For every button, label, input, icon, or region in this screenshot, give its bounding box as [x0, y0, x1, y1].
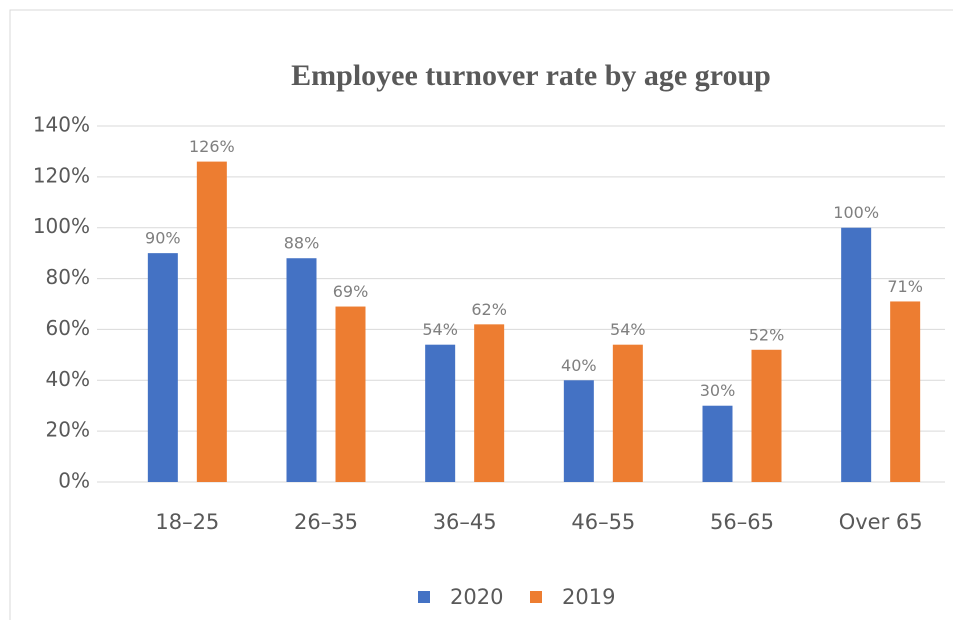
legend-label: 2019	[562, 585, 615, 609]
y-tick-label: 40%	[46, 367, 90, 391]
value-label: 100%	[833, 203, 879, 222]
value-label: 90%	[145, 229, 181, 248]
bar	[335, 306, 366, 482]
y-tick-label: 80%	[46, 265, 90, 289]
value-label: 52%	[749, 325, 785, 344]
x-tick-label: 46–55	[571, 510, 635, 534]
value-label: 40%	[561, 356, 597, 375]
bar	[612, 344, 643, 482]
value-label: 54%	[422, 320, 458, 339]
value-label: 69%	[333, 282, 369, 301]
bar	[890, 301, 921, 482]
value-label: 30%	[700, 381, 736, 400]
x-tick-label: Over 65	[839, 510, 923, 534]
x-tick-label: 56–65	[710, 510, 774, 534]
bar	[147, 253, 178, 482]
x-tick-label: 18–25	[155, 510, 219, 534]
bar	[196, 161, 227, 482]
y-tick-label: 120%	[33, 163, 90, 187]
y-tick-label: 20%	[46, 418, 90, 442]
y-tick-label: 140%	[33, 113, 90, 137]
y-tick-label: 60%	[46, 316, 90, 340]
legend-swatch	[418, 591, 430, 603]
bar	[751, 349, 782, 482]
x-tick-label: 36–45	[433, 510, 497, 534]
bar	[474, 324, 505, 482]
legend-swatch	[530, 591, 542, 603]
bar	[286, 258, 317, 482]
value-label: 54%	[610, 320, 646, 339]
value-label: 71%	[887, 277, 923, 296]
chart-title: Employee turnover rate by age group	[291, 59, 771, 92]
value-label: 126%	[189, 137, 235, 156]
bar	[425, 344, 456, 482]
bar	[702, 405, 733, 482]
y-tick-label: 100%	[33, 214, 90, 238]
chart-frame	[9, 9, 953, 620]
x-tick-label: 26–35	[294, 510, 358, 534]
value-label: 88%	[284, 234, 320, 253]
bar	[563, 380, 594, 482]
legend-label: 2020	[450, 585, 503, 609]
bar	[841, 227, 872, 482]
y-tick-label: 0%	[58, 469, 90, 493]
value-label: 62%	[471, 300, 507, 319]
